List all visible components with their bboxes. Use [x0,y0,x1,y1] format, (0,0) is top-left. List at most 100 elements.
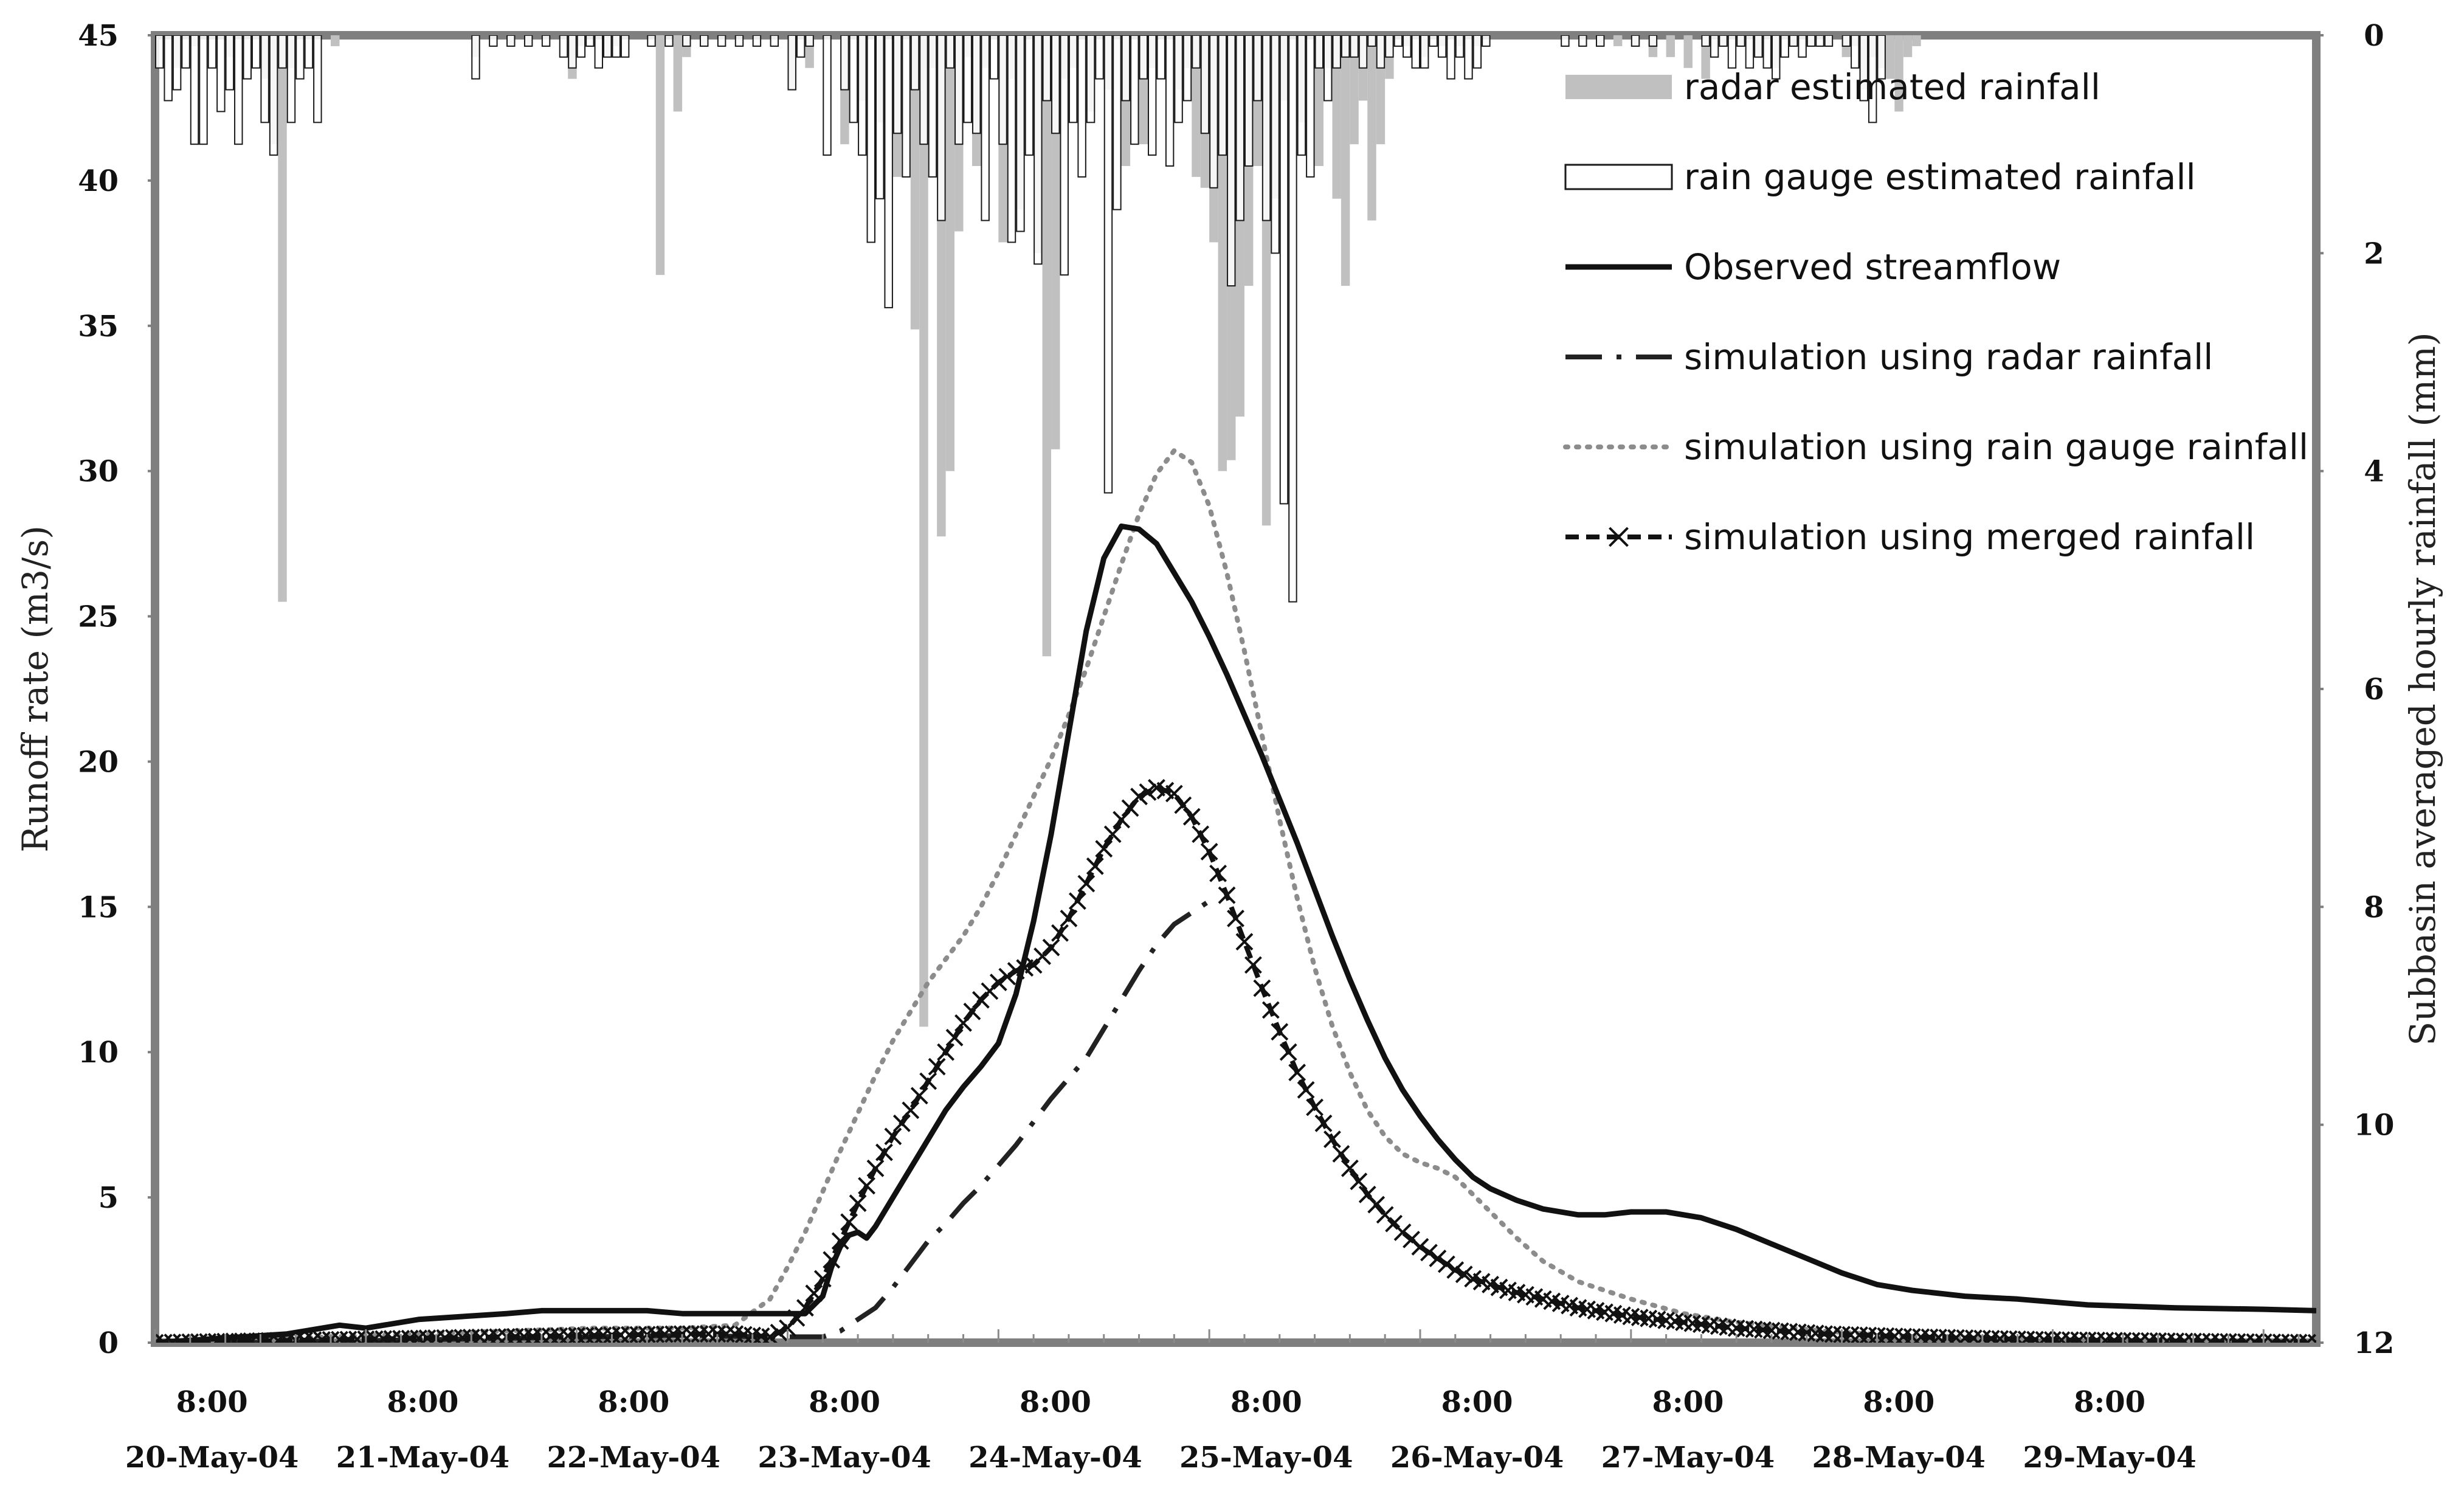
merged-marker [761,1328,779,1343]
gauge-rainfall-bar [1139,35,1148,80]
x-tick-date: 25-May-04 [1179,1441,1353,1475]
radar-rainfall-bar [278,35,287,602]
gauge-rainfall-bar [664,35,674,47]
radar-rainfall-bar [655,35,665,275]
y-axis-title: Runoff rate (m3/s) [15,525,56,853]
gauge-rainfall-bar [251,35,261,69]
merged-marker [1332,1145,1350,1163]
legend-label: simulation using rain gauge rainfall [1684,426,2308,468]
gauge-rainfall-bar [1437,35,1447,58]
gauge-rainfall-bar [1877,35,1886,80]
legend-item-sim_radar: simulation using radar rainfall [1565,336,2213,378]
gauge-rainfall-bar [304,35,314,69]
radar-rainfall-bar [1042,35,1052,657]
merged-marker [813,1270,832,1288]
x-tick-time: 8:00 [1020,1385,1091,1419]
gauge-rainfall-bar [1077,35,1086,178]
merged-marker [2131,1332,2150,1343]
gauge-rainfall-bar [1798,35,1807,58]
y2-tick-label: 10 [2354,1109,2395,1143]
gauge-rainfall-bar [1446,35,1455,80]
gauge-rainfall-bar [884,35,893,308]
gauge-rainfall-bar [234,35,243,145]
gauge-rainfall-bar [805,35,814,47]
merged-marker [1165,784,1183,803]
radar-rainfall-bar [1051,35,1060,449]
merged-marker [1068,892,1086,910]
gauge-rainfall-bar [1578,35,1587,47]
merged-marker [2088,1331,2106,1343]
legend-label: simulation using radar rainfall [1684,336,2213,378]
merged-marker [928,1057,946,1076]
gauge-rainfall-bar [1051,35,1060,134]
merged-marker [1455,1265,1473,1284]
gauge-rainfall-bar [1350,35,1359,58]
gauge-rainfall-bar [181,35,190,69]
merged-marker [2202,1332,2220,1343]
merged-marker [1051,924,1069,942]
gauge-rainfall-bar [1841,35,1851,47]
gauge-rainfall-bar [787,35,796,91]
merged-marker [1964,1329,1983,1343]
radar-rainfall-bar [1192,35,1201,177]
gauge-rainfall-bar [1261,35,1271,221]
gauge-rainfall-bar [1235,35,1244,221]
gauge-rainfall-bar [1719,35,1728,47]
y-tick-label: 25 [78,600,119,634]
x-axis: 8:00 20-May-04 8:00 21-May-04 8:00 22-May-04 8… [125,1329,2300,1475]
merged-marker [2141,1332,2158,1343]
gauge-rainfall-bar [1200,35,1210,134]
gauge-rainfall-bar [1762,35,1772,69]
gauge-rainfall-bar [945,35,955,69]
radar-rainfall-bar [1332,35,1341,199]
gauge-rainfall-bar [1016,35,1025,232]
merged-marker [1350,1172,1368,1191]
gauge-rainfall-bar [699,35,709,47]
merged-marker [1306,1098,1323,1116]
gauge-rainfall-bar [734,35,744,47]
gauge-rainfall-bar [840,35,849,91]
gauge-rainfall-bar [1288,35,1297,603]
y-tick-label: 35 [78,310,119,344]
gauge-rainfall-bar [717,35,726,47]
gauge-rainfall-bar [269,35,278,156]
x-tick-time: 8:00 [2074,1385,2145,1419]
radar-rainfall-bar [1666,35,1675,57]
merged-marker [796,1299,814,1317]
gauge-rainfall-bar [1024,35,1034,156]
gauge-rainfall-bar [1851,35,1860,69]
gauge-rainfall-bar [998,35,1007,145]
gauge-rainfall-bar [971,35,981,134]
gauge-rainfall-bar [1411,35,1420,69]
gauge-rainfall-bar [1701,35,1710,47]
merged-marker [2035,1331,2053,1343]
gauge-rainfall-bar [1472,35,1482,69]
merged-marker [998,967,1016,986]
merged-marker [910,1087,928,1105]
merged-marker [858,1177,875,1195]
gauge-rainfall-bar [1279,35,1289,505]
y-tick-label: 20 [78,745,119,779]
gauge-rainfall-bar [1147,35,1157,156]
gauge-rainfall-bar [1174,35,1183,123]
x-tick-date: 21-May-04 [336,1441,510,1475]
gauge-rainfall-bar [1068,35,1078,123]
radar-rainfall-bar [1613,35,1623,46]
gauge-rainfall-bar [1710,35,1719,58]
merged-marker [700,1325,717,1343]
gauge-rainfall-bar [1429,35,1438,47]
merged-marker [866,1159,885,1177]
legend-swatch [1564,164,1673,190]
gauge-rainfall-bar [1165,35,1175,167]
gauge-rainfall-bar [1859,35,1868,102]
gauge-rainfall-bar [954,35,964,145]
y-tick-label: 5 [98,1181,119,1215]
merged-marker [2026,1331,2044,1343]
legend-marker [1609,527,1629,547]
merged-marker [831,1232,849,1250]
merged-marker [2246,1333,2264,1343]
gauge-rainfall-bar [1341,35,1350,58]
y-tick-label: 0 [98,1326,119,1360]
gauge-rainfall-bar [1824,35,1834,47]
